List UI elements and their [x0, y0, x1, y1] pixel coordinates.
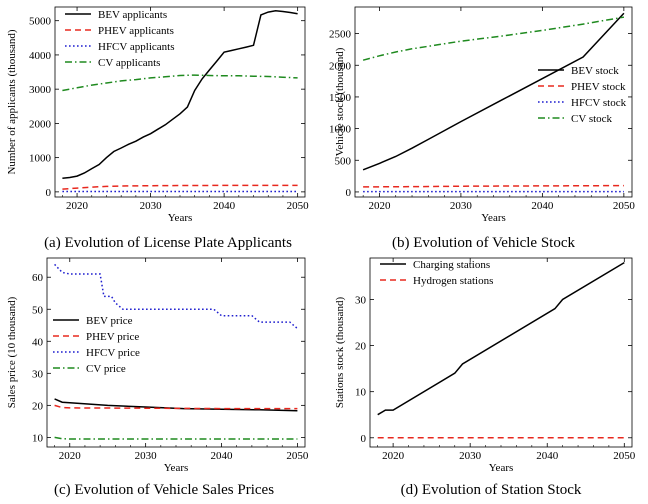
y-tick-label: 2000	[329, 60, 352, 72]
series-line-cv-stock	[362, 16, 625, 61]
x-axis-label: Years	[164, 462, 189, 474]
legend-label: PHEV stock	[571, 81, 626, 93]
series-line-phev-applicants	[62, 184, 298, 190]
y-tick-label: 4000	[29, 50, 52, 62]
legend-label: Charging stations	[413, 259, 490, 271]
y-tick-label: 0	[361, 433, 367, 445]
y-tick-label: 0	[346, 187, 352, 199]
y-tick-label: 10	[32, 432, 44, 444]
y-tick-label: 2000	[29, 118, 52, 130]
y-tick-label: 500	[335, 155, 352, 167]
x-tick-label: 2040	[536, 450, 559, 462]
series-line-phev-stock	[363, 184, 624, 188]
panel-caption: (d) Evolution of Station Stock	[401, 482, 582, 498]
chart-panel-2: 2020 2030 2040 2050 0 500 1000 1500 2000 2500 Year…	[329, 6, 636, 251]
y-tick-label: 60	[32, 272, 44, 284]
panel-caption: (c) Evolution of Vehicle Sales Prices	[54, 482, 274, 498]
y-tick-label: 20	[355, 341, 367, 353]
legend-label: HFCV stock	[571, 97, 627, 109]
x-axis-label: Years	[168, 212, 193, 224]
plot-frame	[369, 257, 633, 448]
y-axis-label: Vehicle stock (thousand)	[334, 47, 346, 156]
y-tick-label: 1000	[29, 153, 52, 165]
series-line-bev-price	[54, 398, 298, 412]
y-tick-label: 50	[32, 304, 44, 316]
x-tick-label: 2030	[450, 200, 473, 212]
legend-label: Hydrogen stations	[413, 275, 493, 287]
x-tick-label: 2050	[286, 450, 309, 462]
x-tick-label: 2040	[211, 450, 234, 462]
chart-panel-1: 2020 2030 2040 2050 0 1000 2000 3000 4000 5000 Yea…	[6, 6, 310, 251]
legend-label: HFCV price	[86, 347, 140, 359]
legend-label: BEV price	[86, 315, 133, 327]
y-tick-label: 1000	[329, 124, 352, 136]
legend-label: HFCV applicants	[98, 41, 175, 53]
y-tick-label: 1500	[329, 92, 352, 104]
y-tick-label: 5000	[29, 16, 52, 28]
y-tick-label: 0	[46, 187, 52, 199]
legend-label: BEV stock	[571, 65, 619, 77]
series-line-hfcv-price	[54, 263, 298, 330]
series-line-charging-stations	[377, 261, 625, 416]
legend-label: CV stock	[571, 113, 613, 125]
x-tick-label: 2030	[135, 450, 158, 462]
y-axis-label: Sales price (10 thousand)	[6, 296, 18, 408]
series-line-bev-applicants	[62, 10, 298, 179]
y-tick-label: 10	[355, 387, 367, 399]
panel-caption: (b) Evolution of Vehicle Stock	[392, 235, 576, 251]
x-tick-label: 2020	[59, 450, 82, 462]
legend-label: PHEV price	[86, 331, 139, 343]
series-line-bev-stock	[362, 12, 625, 171]
x-tick-label: 2020	[368, 200, 391, 212]
x-tick-label: 2040	[213, 200, 236, 212]
series-line-cv-applicants	[62, 74, 298, 92]
panel-caption: (a) Evolution of License Plate Applicant…	[44, 235, 292, 251]
x-tick-label: 2040	[531, 200, 554, 212]
y-tick-label: 3000	[29, 84, 52, 96]
y-tick-label: 40	[32, 336, 44, 348]
y-axis-label: Number of applicants (thousand)	[6, 29, 18, 174]
y-tick-label: 2500	[329, 29, 352, 41]
x-tick-label: 2050	[613, 450, 636, 462]
x-tick-label: 2020	[66, 200, 89, 212]
x-tick-label: 2020	[382, 450, 405, 462]
legend-label: CV applicants	[98, 57, 160, 69]
y-tick-label: 30	[32, 368, 44, 380]
series-line-cv-price	[54, 436, 298, 440]
x-tick-label: 2050	[613, 200, 636, 212]
x-axis-label: Years	[489, 462, 514, 474]
legend-label: BEV applicants	[98, 9, 167, 21]
y-tick-label: 20	[32, 400, 44, 412]
legend-label: PHEV applicants	[98, 25, 174, 37]
x-tick-label: 2050	[287, 200, 310, 212]
x-tick-label: 2030	[459, 450, 482, 462]
legend-label: CV price	[86, 363, 126, 375]
x-tick-label: 2030	[140, 200, 163, 212]
x-axis-label: Years	[481, 212, 506, 224]
y-axis-label: Stations stock (thousand)	[334, 297, 346, 409]
y-tick-label: 30	[355, 294, 367, 306]
series-line-phev-price	[54, 404, 298, 410]
